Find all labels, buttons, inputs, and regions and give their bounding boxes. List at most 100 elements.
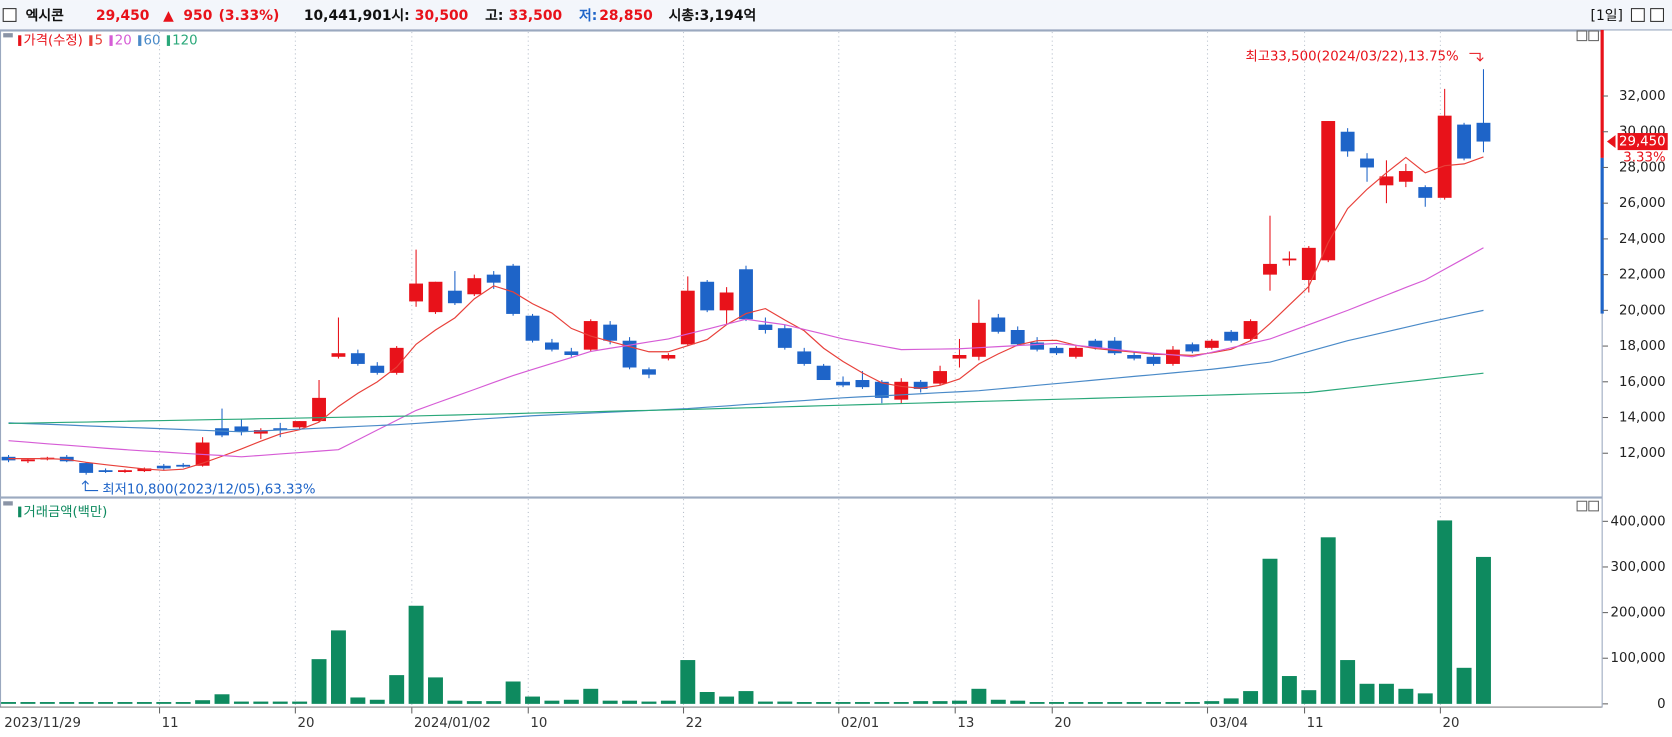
period[interactable]: [1일] (1591, 8, 1623, 24)
candle-body (680, 290, 695, 345)
range-strip-down (1600, 157, 1604, 314)
x-tick-label: 11 (162, 716, 179, 731)
volume-bar (253, 701, 269, 704)
candle-body (1282, 258, 1297, 261)
x-tick-label: 22 (686, 716, 703, 731)
volume-bar (1029, 702, 1045, 704)
panel-min[interactable] (1576, 30, 1588, 42)
candle-body (312, 397, 326, 422)
volume-bar (447, 700, 463, 704)
candle-body (428, 281, 443, 313)
candle-body (933, 371, 948, 384)
volume-bar (602, 700, 618, 704)
candle-body (1263, 263, 1277, 275)
legend-swatch (18, 35, 22, 46)
y-tick-label: 16,000 (1619, 375, 1666, 390)
volume-bar (389, 675, 405, 704)
candle-body (98, 470, 113, 472)
candle-body (874, 381, 889, 398)
legend-title: 가격(수정) (23, 33, 82, 49)
x-tick-label: 02/01 (841, 716, 879, 731)
volume-bar (835, 702, 851, 704)
moving-average-line (8, 309, 1484, 433)
volume: 10,441,901 (304, 8, 392, 24)
close-button[interactable] (1650, 8, 1665, 22)
y-tick-label: 22,000 (1619, 268, 1666, 283)
candle-body (1010, 329, 1025, 345)
change-pct: (3.33%) (219, 8, 280, 24)
volume-bar (1359, 683, 1375, 704)
volume-bar (408, 605, 424, 704)
candle-body (564, 351, 579, 356)
y-tick-label: 400,000 (1611, 514, 1666, 529)
x-tick-label: 03/04 (1210, 716, 1248, 731)
volume-bar (136, 702, 152, 704)
legend-entry: 60 (143, 34, 160, 49)
x-tick-label: 2023/11/29 (4, 716, 81, 731)
price-marker (1606, 135, 1616, 148)
panel-min[interactable] (1576, 500, 1588, 512)
volume-bar (680, 660, 696, 704)
candle-body (797, 351, 812, 364)
candle-body (447, 290, 462, 304)
candle-body (603, 324, 618, 341)
volume-bar (854, 702, 870, 704)
candle-body (855, 380, 870, 388)
annotation-arrow (1469, 52, 1484, 62)
volume-bar (466, 701, 482, 704)
moving-average-line (8, 247, 1484, 458)
candle-body (525, 315, 540, 341)
candle-body (642, 369, 656, 375)
candle-body (370, 365, 385, 373)
volume-bar (932, 701, 948, 704)
volume-bar (952, 700, 967, 704)
candle-body (506, 265, 521, 314)
candle-body (1321, 121, 1336, 261)
panel-icon (3, 501, 13, 506)
x-tick-label: 11 (1307, 716, 1324, 731)
candle-body (176, 464, 191, 467)
volume-bar (1281, 676, 1297, 704)
window-button[interactable] (1630, 8, 1645, 22)
volume-bar (311, 659, 327, 704)
candle-body (1204, 340, 1219, 348)
volume-bar (20, 702, 36, 704)
low-annotation: 최저10,800(2023/12/05),63.33% (102, 482, 315, 498)
volume-bar (78, 702, 94, 704)
volume-bar (214, 694, 230, 704)
high: 33,500 (509, 8, 562, 24)
volume-bar (1301, 690, 1317, 704)
volume-bar (816, 702, 832, 704)
panel-icon (3, 33, 13, 38)
volume-bar (660, 700, 676, 704)
candle-body (894, 381, 909, 400)
candle-body (350, 353, 365, 364)
volume-bar (1049, 702, 1064, 704)
candle-body (700, 281, 715, 311)
x-tick-label: 10 (530, 716, 547, 731)
checkbox[interactable] (2, 8, 17, 22)
candle-body (1243, 321, 1258, 339)
volume-bar (1437, 520, 1453, 704)
volume-bar (699, 692, 715, 704)
panel-close[interactable] (1588, 500, 1599, 512)
price-panel (0, 30, 1603, 498)
volume-bar (117, 702, 133, 704)
panel-close[interactable] (1588, 30, 1599, 42)
candle-body (389, 347, 404, 373)
candle-body (991, 317, 1006, 332)
volume-bar (1456, 667, 1472, 704)
volume-bar (525, 696, 540, 704)
candle-body (79, 463, 94, 473)
volume-bar (1184, 702, 1200, 704)
volume-bar (738, 691, 754, 704)
y-tick-label: 12,000 (1619, 446, 1666, 461)
volume-bar (1, 702, 16, 704)
candle-body (661, 355, 676, 359)
price-change-label: 3.33% (1623, 151, 1665, 166)
y-tick-label: 300,000 (1611, 560, 1666, 575)
header-bar (0, 0, 1672, 30)
volume-bar (486, 701, 502, 704)
legend-entry: 20 (115, 34, 132, 49)
candle-body (467, 278, 482, 295)
